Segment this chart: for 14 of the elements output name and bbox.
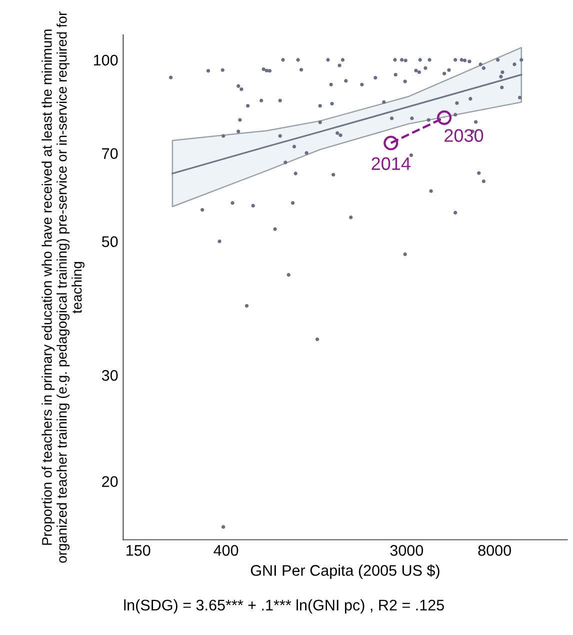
text: ln(SDG) = 3.65*** + .1*** ln(GNI pc) , R2 = .125	[124, 599, 444, 614]
y-axis-title: Proportion of teachers in primary education who have received at least the minimum organized teacher training (e.g. pedagogical training) pre-service or in-service required for teaching	[42, 12, 85, 563]
y-tick-label: 100	[94, 54, 118, 66]
y-tick-label: 70	[102, 148, 118, 159]
y-tick-label: 30	[102, 370, 118, 381]
x-tick-label: 3000	[390, 545, 424, 556]
annotation: 2030	[444, 129, 484, 142]
x-tick-label: 400	[214, 545, 238, 556]
annotation: 2014	[372, 157, 410, 170]
y-tick-label: 50	[102, 236, 118, 248]
x-tick-label: 150	[126, 545, 150, 556]
x-tick-label: 8000	[478, 545, 511, 556]
y-tick-label: 20	[102, 476, 118, 488]
x-axis-title: GNI Per Capita (2005 US $)	[250, 564, 440, 579]
